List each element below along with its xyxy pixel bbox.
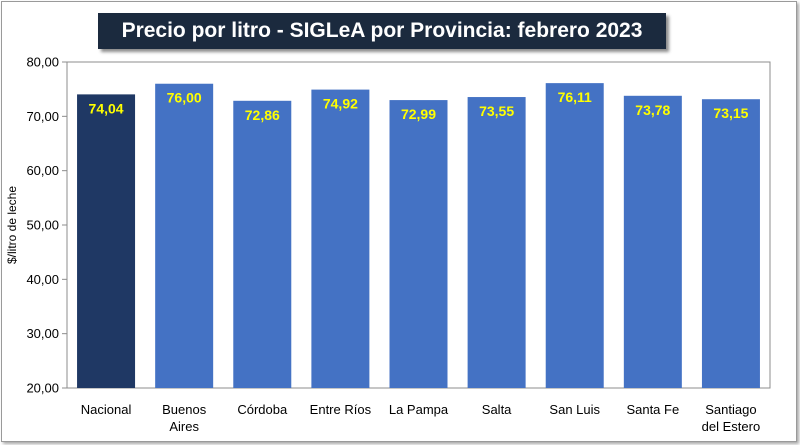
data-label: 74,04 xyxy=(89,100,124,116)
bar-córdoba xyxy=(233,100,292,388)
y-tick-label: 30,00 xyxy=(26,326,59,341)
x-tick-label: Santa Fe xyxy=(626,402,679,417)
x-tick-label: La Pampa xyxy=(389,402,449,417)
x-tick-label: Nacional xyxy=(81,402,132,417)
bar-santa-fe xyxy=(623,95,682,388)
data-label: 73,15 xyxy=(713,105,748,121)
x-tick-label: Buenos Aires xyxy=(162,402,207,434)
y-tick-label: 70,00 xyxy=(26,109,59,124)
bar-salta xyxy=(467,97,526,389)
data-label: 72,86 xyxy=(245,107,280,123)
bar-santiago-del-estero xyxy=(701,99,760,389)
y-tick-label: 50,00 xyxy=(26,218,59,233)
bar-buenos-aires xyxy=(155,83,214,388)
x-tick-label: Córdoba xyxy=(237,402,288,417)
bar-nacional xyxy=(77,94,136,389)
x-tick-label: Entre Ríos xyxy=(310,402,372,417)
chart-title: Precio por litro - SIGLeA por Provincia:… xyxy=(98,13,666,49)
x-tick-label: Santiago del Estero xyxy=(702,402,761,434)
bar-entre-ríos xyxy=(311,89,370,389)
bar-san-luis xyxy=(545,83,604,388)
data-label: 73,78 xyxy=(635,102,670,118)
x-tick-label: Salta xyxy=(482,402,512,417)
y-tick-label: 80,00 xyxy=(26,55,59,70)
y-tick-label: 20,00 xyxy=(26,381,59,396)
data-label: 76,00 xyxy=(167,90,202,106)
y-tick-label: 60,00 xyxy=(26,163,59,178)
data-label: 72,99 xyxy=(401,106,436,122)
data-label: 76,11 xyxy=(558,89,592,105)
y-axis-label: $/litro de leche xyxy=(5,186,19,264)
x-tick-label: San Luis xyxy=(549,402,600,417)
bar-la-pampa xyxy=(389,100,448,388)
data-label: 74,92 xyxy=(323,96,358,112)
data-label: 73,55 xyxy=(479,103,514,119)
y-tick-label: 40,00 xyxy=(26,272,59,287)
